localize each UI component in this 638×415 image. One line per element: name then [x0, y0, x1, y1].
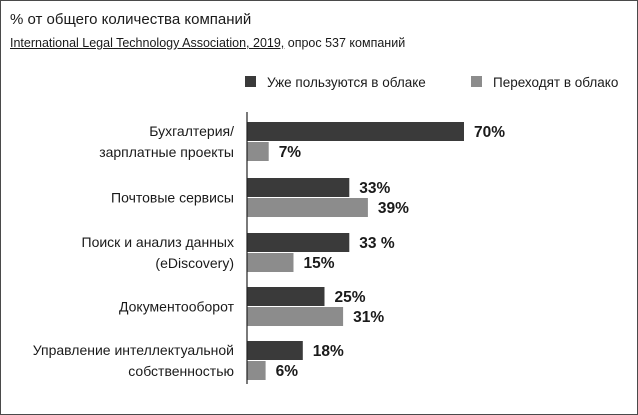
bar-3-series-2: [247, 253, 294, 272]
legend-swatch-1: [245, 76, 256, 87]
category-label-1-line-1: Бухгалтерия/: [149, 123, 234, 139]
bar-1-series-1: [247, 122, 464, 141]
value-label-4-series-2: 31%: [353, 309, 384, 326]
legend-label-1: Уже пользуются в облаке: [267, 75, 426, 90]
category-label-3-line-1: Поиск и анализ данных: [82, 234, 234, 250]
bar-2-series-2: [247, 198, 368, 217]
category-label-1-line-2: зарплатные проекты: [99, 144, 234, 160]
value-label-4-series-1: 25%: [335, 289, 366, 306]
value-label-5-series-2: 6%: [276, 363, 299, 380]
category-label-5-line-2: собственностью: [128, 363, 234, 379]
category-label-4-line-1: Документооборот: [119, 299, 235, 315]
bar-4-series-1: [247, 287, 325, 306]
category-label-2-line-1: Почтовые сервисы: [111, 190, 234, 206]
bar-3-series-1: [247, 233, 350, 252]
value-label-1-series-1: 70%: [474, 124, 505, 141]
value-label-3-series-1: 33 %: [359, 235, 395, 252]
bar-5-series-2: [247, 361, 266, 380]
bar-4-series-2: [247, 307, 344, 326]
bar-5-series-1: [247, 341, 303, 360]
value-label-2-series-2: 39%: [378, 200, 409, 217]
category-label-3-line-2: (eDiscovery): [155, 255, 234, 271]
chart-subtitle: International Legal Technology Associati…: [10, 36, 405, 50]
legend-label-2: Переходят в облако: [493, 75, 618, 90]
legend-swatch-2: [471, 76, 482, 87]
value-label-3-series-2: 15%: [304, 255, 335, 272]
bar-2-series-1: [247, 178, 350, 197]
value-label-5-series-1: 18%: [313, 343, 344, 360]
source-link: International Legal Technology Associati…: [10, 36, 285, 50]
survey-note: опрос 537 компаний: [284, 36, 406, 50]
value-label-1-series-2: 7%: [279, 144, 302, 161]
bar-1-series-2: [247, 142, 269, 161]
category-label-5-line-1: Управление интеллектуальной: [33, 342, 234, 358]
chart-title: % от общего количества компаний: [10, 11, 252, 28]
value-label-2-series-1: 33%: [359, 180, 390, 197]
